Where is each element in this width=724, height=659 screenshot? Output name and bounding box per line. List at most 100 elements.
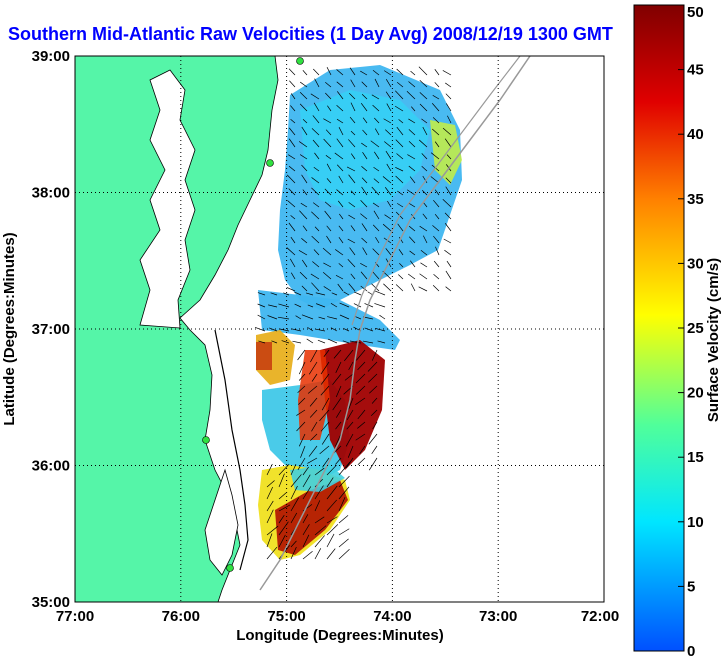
velocity-vector xyxy=(385,91,392,100)
velocity-vector xyxy=(422,126,428,136)
velocity-vector xyxy=(302,225,308,232)
velocity-vector xyxy=(360,199,368,208)
velocity-vector xyxy=(347,258,356,268)
velocity-vector xyxy=(421,189,428,196)
velocity-vector xyxy=(301,174,308,184)
velocity-vector xyxy=(289,258,296,268)
velocity-vector xyxy=(314,152,320,160)
velocity-vector xyxy=(314,535,325,548)
velocity-vector xyxy=(386,163,392,172)
velocity-vector xyxy=(374,78,380,88)
velocity-vector xyxy=(339,302,350,308)
velocity-vector xyxy=(254,326,266,332)
velocity-vector xyxy=(434,69,440,76)
velocity-vector xyxy=(420,249,428,256)
velocity-vector xyxy=(362,117,368,124)
velocity-vector xyxy=(288,188,296,196)
velocity-vector xyxy=(311,373,318,382)
velocity-vector xyxy=(350,190,356,196)
velocity-vector xyxy=(266,480,275,488)
velocity-vector xyxy=(302,466,309,476)
velocity-vector xyxy=(346,409,354,421)
velocity-vectors xyxy=(254,66,452,560)
velocity-vector xyxy=(266,525,279,536)
velocity-vector xyxy=(288,165,296,172)
y-tick-label: 35:00 xyxy=(32,594,70,611)
velocity-vector xyxy=(408,225,416,232)
velocity-vector xyxy=(290,118,296,124)
velocity-vector xyxy=(315,328,326,332)
velocity-vector xyxy=(368,433,378,445)
velocity-vector xyxy=(326,235,332,244)
velocity-vector xyxy=(420,262,428,268)
velocity-vector xyxy=(348,93,356,100)
colorbar-tick-label: 0 xyxy=(687,643,695,659)
velocity-vector xyxy=(410,283,416,292)
x-tick-label: 73:00 xyxy=(479,608,517,625)
radar-site-marker xyxy=(296,57,304,65)
velocity-vector xyxy=(360,271,368,280)
velocity-vector xyxy=(299,103,308,112)
velocity-vector xyxy=(288,127,296,136)
colorbar-ticks: 0 5 10 15 20 25 30 35 40 45 50 xyxy=(678,4,704,659)
velocity-vector xyxy=(267,315,278,320)
velocity-vector xyxy=(357,457,366,466)
outer-banks xyxy=(214,329,249,571)
velocity-vector xyxy=(385,129,392,136)
radar-site-marker xyxy=(202,436,210,444)
velocity-vector xyxy=(286,287,296,292)
velocity-vector xyxy=(446,154,452,160)
velocity-vector xyxy=(398,119,404,124)
y-tick-label: 36:00 xyxy=(32,458,70,475)
velocity-vector xyxy=(419,80,428,88)
velocity-vector xyxy=(278,504,291,512)
x-tick-labels: 77:00 76:00 75:00 74:00 73:00 72:00 xyxy=(56,608,619,625)
velocity-vector xyxy=(375,328,386,332)
velocity-vector xyxy=(361,142,368,148)
bathymetry-contour xyxy=(259,56,531,591)
velocity-vector xyxy=(310,349,318,363)
velocity-vector xyxy=(360,213,368,220)
velocity-vector xyxy=(322,247,332,256)
velocity-vector xyxy=(278,492,287,500)
velocity-vector xyxy=(343,328,350,332)
velocity-vector xyxy=(396,126,404,136)
velocity-vector xyxy=(336,105,344,112)
velocity-vector xyxy=(444,223,452,232)
velocity-vector xyxy=(320,373,330,385)
velocity-vector xyxy=(377,340,386,344)
velocity-vector xyxy=(314,485,324,500)
velocity-vector xyxy=(371,186,380,196)
velocity-vector xyxy=(395,175,404,184)
velocity-vector xyxy=(447,115,452,124)
velocity-vector xyxy=(445,286,452,292)
velocity-vector xyxy=(311,235,320,244)
radar-site-marker xyxy=(266,159,274,167)
velocity-vector xyxy=(299,92,308,100)
velocity-vector xyxy=(298,249,308,256)
velocity-vector xyxy=(302,514,309,524)
velocity-vector xyxy=(257,303,266,308)
velocity-vector xyxy=(397,203,404,208)
velocity-vector xyxy=(292,340,302,344)
velocity-vector xyxy=(326,533,335,548)
velocity-vector xyxy=(444,212,452,220)
velocity-vector xyxy=(350,153,356,160)
velocity-vector xyxy=(355,433,366,441)
velocity-vector xyxy=(418,66,428,76)
velocity-vector xyxy=(387,200,392,208)
velocity-vector xyxy=(290,497,300,512)
velocity-vector xyxy=(397,223,404,232)
velocity-vector xyxy=(372,69,380,76)
x-tick-label: 76:00 xyxy=(162,608,200,625)
velocity-vector xyxy=(302,550,313,560)
velocity-vector xyxy=(312,139,320,148)
velocity-vector xyxy=(433,273,440,280)
velocity-vector xyxy=(290,512,298,524)
velocity-vector xyxy=(314,226,320,232)
velocity-vector xyxy=(281,340,290,344)
velocity-vector xyxy=(370,409,378,416)
velocity-vector xyxy=(345,457,354,469)
velocity-vector xyxy=(384,214,392,220)
velocity-vector xyxy=(311,177,320,184)
